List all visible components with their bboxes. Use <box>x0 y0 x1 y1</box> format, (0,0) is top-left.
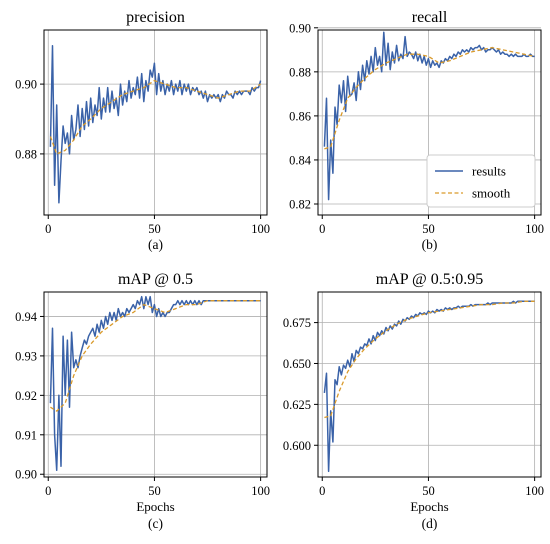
y-tick-label: 0.90 <box>15 468 37 482</box>
plot-frame <box>43 291 268 478</box>
x-axis-label: Epochs <box>410 499 448 514</box>
y-tick-label: 0.675 <box>283 316 311 330</box>
panel-caption: (b) <box>422 237 438 252</box>
series-smooth-line <box>49 79 261 155</box>
y-tick-label: 0.650 <box>283 357 311 371</box>
y-tick-label: 0.82 <box>289 197 311 211</box>
x-tick-label: 0 <box>45 222 51 236</box>
panel-1: 0 50 100 0.88 0.90 precision (a) <box>15 9 270 252</box>
legend-box <box>426 154 536 208</box>
plot-frame <box>317 29 542 216</box>
y-tick-label: 0.94 <box>15 310 38 324</box>
y-tick-label: 0.90 <box>289 21 311 35</box>
x-tick-label: 0 <box>319 222 325 236</box>
x-tick-label: 100 <box>251 222 270 236</box>
panel-caption: (d) <box>422 516 438 531</box>
panel-caption: (c) <box>148 516 163 531</box>
y-tick-label: 0.84 <box>289 153 312 167</box>
x-tick-label: 100 <box>251 484 270 498</box>
x-tick-label: 100 <box>525 484 544 498</box>
legend: results smooth <box>426 154 536 208</box>
series-results-line <box>49 295 261 472</box>
panel-2: 0 50 100 0.82 0.84 0.86 0.88 0.90 recall (b) resul… <box>289 9 544 252</box>
series-smooth-line <box>50 300 261 412</box>
series-smooth-line <box>324 46 535 150</box>
panel-title: mAP @ 0.5 <box>118 271 193 288</box>
y-tick-label: 0.86 <box>289 109 311 123</box>
y-tick-label: 0.90 <box>15 78 37 92</box>
y-tick-label: 0.88 <box>15 147 37 161</box>
x-tick-label: 50 <box>422 484 435 498</box>
panel-title: precision <box>126 9 185 26</box>
x-tick-label: 50 <box>148 222 161 236</box>
y-tick-label: 0.625 <box>283 398 311 412</box>
series-results-line <box>323 300 535 473</box>
x-tick-label: 100 <box>525 222 544 236</box>
panel-caption: (a) <box>148 237 163 252</box>
plot-frame <box>317 291 542 478</box>
y-tick-label: 0.91 <box>15 428 37 442</box>
plot-frame <box>43 29 268 216</box>
y-tick-label: 0.92 <box>15 389 37 403</box>
legend-label: results <box>472 164 506 179</box>
y-tick-label: 0.88 <box>289 65 311 79</box>
panel-3: 0 50 100 0.90 0.91 0.92 0.93 0.94 mAP @ 0.5 Epoch… <box>15 271 270 531</box>
x-tick-label: 0 <box>45 484 51 498</box>
series-results-line <box>49 44 262 204</box>
panel-title: mAP @ 0.5:0.95 <box>376 271 483 288</box>
x-tick-label: 50 <box>148 484 161 498</box>
series-smooth-line <box>324 300 535 419</box>
y-tick-label: 0.93 <box>15 349 37 363</box>
series-results-line <box>323 31 535 201</box>
x-tick-label: 50 <box>422 222 435 236</box>
y-tick-label: 0.600 <box>283 439 311 453</box>
panel-title: recall <box>412 9 448 26</box>
legend-label: smooth <box>472 186 511 201</box>
x-tick-label: 0 <box>319 484 325 498</box>
x-axis-label: Epochs <box>136 499 174 514</box>
panel-4: 0 50 100 0.600 0.625 0.650 0.675 mAP @ 0.5:0.95… <box>283 271 544 531</box>
